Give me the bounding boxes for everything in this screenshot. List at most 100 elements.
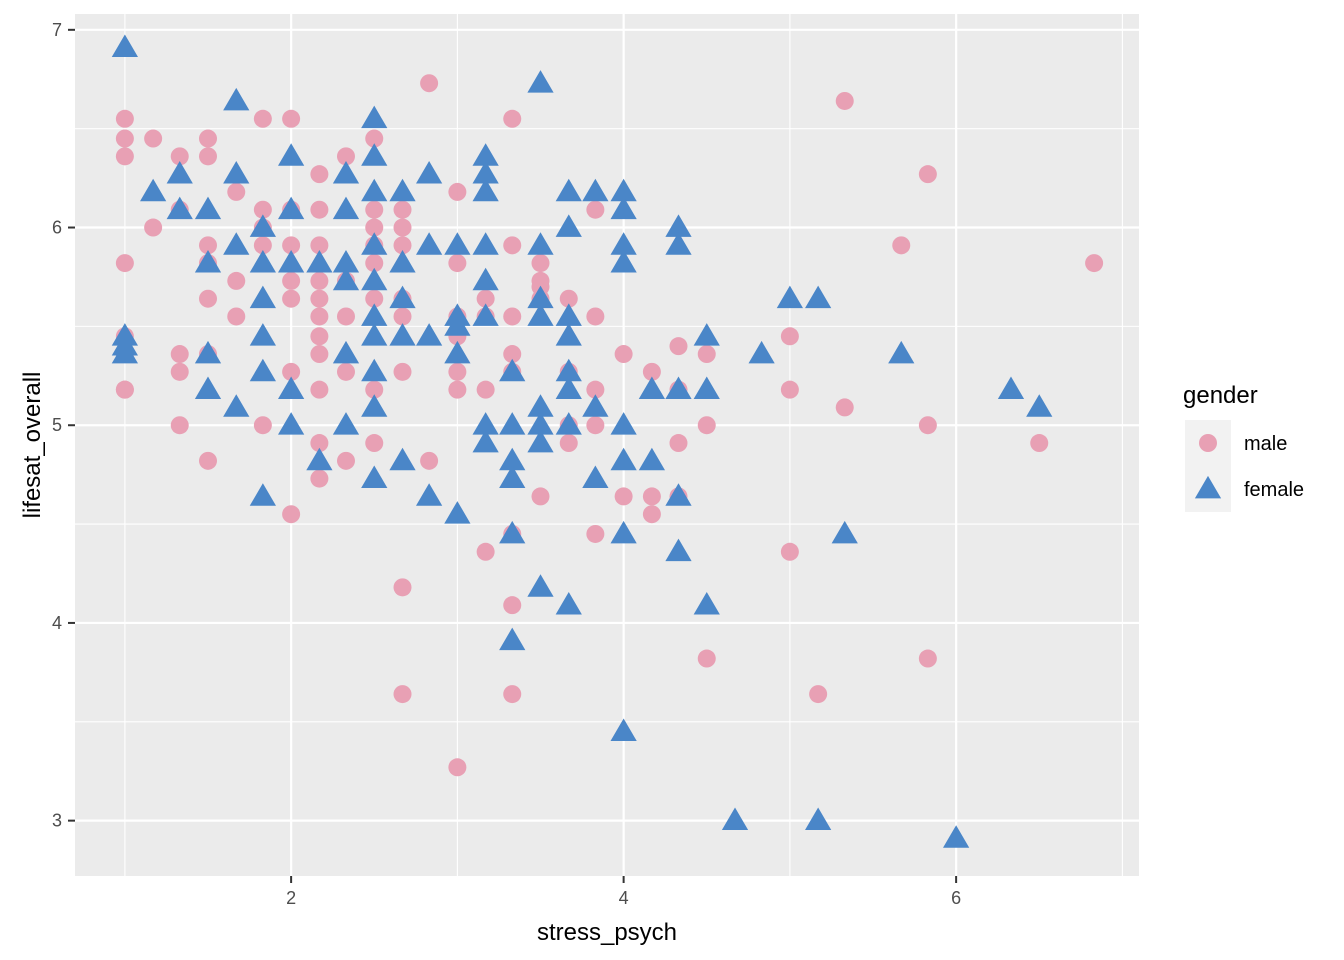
female-point — [249, 483, 276, 506]
male-point — [559, 434, 578, 453]
male-point — [199, 289, 217, 308]
female-point — [582, 178, 609, 202]
female-point — [444, 313, 471, 336]
legend-keys: male female — [1185, 420, 1304, 512]
male-point — [586, 380, 605, 399]
male-point — [476, 380, 495, 399]
male-point — [199, 129, 217, 148]
female-point — [278, 196, 305, 220]
male-point — [170, 416, 189, 435]
female-point — [389, 178, 416, 202]
female-point — [472, 267, 499, 291]
female-point — [249, 285, 276, 309]
male-point — [253, 236, 272, 255]
male-point — [1085, 254, 1104, 273]
female-point — [249, 214, 276, 237]
female-point — [805, 285, 832, 309]
male-point — [310, 434, 329, 453]
female-point — [610, 520, 637, 544]
female-point — [555, 323, 582, 346]
male-point — [642, 362, 661, 381]
female-point — [278, 412, 305, 435]
female-point — [415, 483, 443, 506]
female-point — [831, 520, 858, 544]
legend: gender male female — [1183, 382, 1304, 512]
male-point — [282, 505, 301, 524]
male-point — [559, 289, 578, 308]
male-point — [253, 200, 272, 219]
female-point — [555, 412, 582, 435]
female-point — [223, 161, 250, 184]
male-point — [642, 505, 661, 524]
male-point — [199, 236, 217, 255]
male-point — [448, 380, 467, 399]
male-point — [227, 271, 246, 290]
male-point — [503, 109, 522, 128]
female-point — [527, 429, 554, 453]
male-point — [835, 91, 854, 110]
male-point — [253, 416, 272, 435]
female-point — [665, 376, 692, 400]
female-point — [555, 303, 582, 326]
male-point — [170, 362, 189, 381]
female-point — [610, 718, 637, 742]
female-point — [415, 232, 443, 255]
male-point — [918, 649, 937, 668]
female-point — [610, 196, 637, 220]
female-point — [111, 333, 138, 356]
male-point — [365, 380, 384, 399]
female-point — [472, 429, 499, 453]
y-tick-label: 7 — [52, 20, 62, 40]
male-point — [586, 200, 605, 219]
male-point — [448, 182, 467, 201]
male-point — [310, 327, 329, 346]
female-point — [610, 178, 637, 202]
female-point — [472, 161, 499, 184]
female-point — [555, 214, 582, 237]
legend-key-male — [1199, 434, 1217, 452]
y-tick-label: 4 — [52, 613, 62, 633]
female-point — [748, 340, 775, 364]
female-point — [499, 520, 526, 544]
male-point — [144, 218, 163, 237]
male-point — [780, 380, 799, 399]
male-point — [310, 345, 329, 364]
female-point — [361, 465, 388, 488]
female-point — [223, 87, 250, 111]
female-point — [361, 178, 388, 202]
male-point — [503, 345, 522, 364]
female-point — [638, 447, 666, 471]
female-point — [472, 178, 499, 202]
y-tick-label: 6 — [52, 218, 62, 238]
male-point — [448, 362, 467, 381]
female-point — [499, 627, 526, 651]
female-point — [997, 376, 1025, 400]
data-points — [111, 34, 1104, 848]
female-point — [499, 412, 526, 435]
male-point — [115, 254, 134, 273]
female-point — [223, 232, 250, 255]
female-point — [805, 807, 832, 831]
male-point — [393, 685, 412, 704]
male-point — [170, 345, 189, 364]
male-point — [1030, 434, 1049, 453]
male-point — [420, 451, 439, 470]
male-point — [531, 487, 550, 506]
female-point — [389, 447, 416, 471]
female-point — [472, 303, 499, 326]
female-point — [361, 394, 388, 417]
male-point — [531, 254, 550, 273]
female-point — [444, 232, 471, 255]
male-point — [669, 337, 688, 356]
male-point — [448, 758, 467, 777]
female-point — [332, 161, 360, 184]
female-point — [194, 249, 222, 273]
male-point — [503, 596, 522, 615]
male-point — [669, 434, 688, 453]
male-point — [282, 271, 301, 290]
male-point — [310, 200, 329, 219]
female-point — [332, 267, 360, 291]
male-point — [835, 398, 854, 417]
female-point — [527, 303, 554, 326]
male-point — [282, 236, 301, 255]
